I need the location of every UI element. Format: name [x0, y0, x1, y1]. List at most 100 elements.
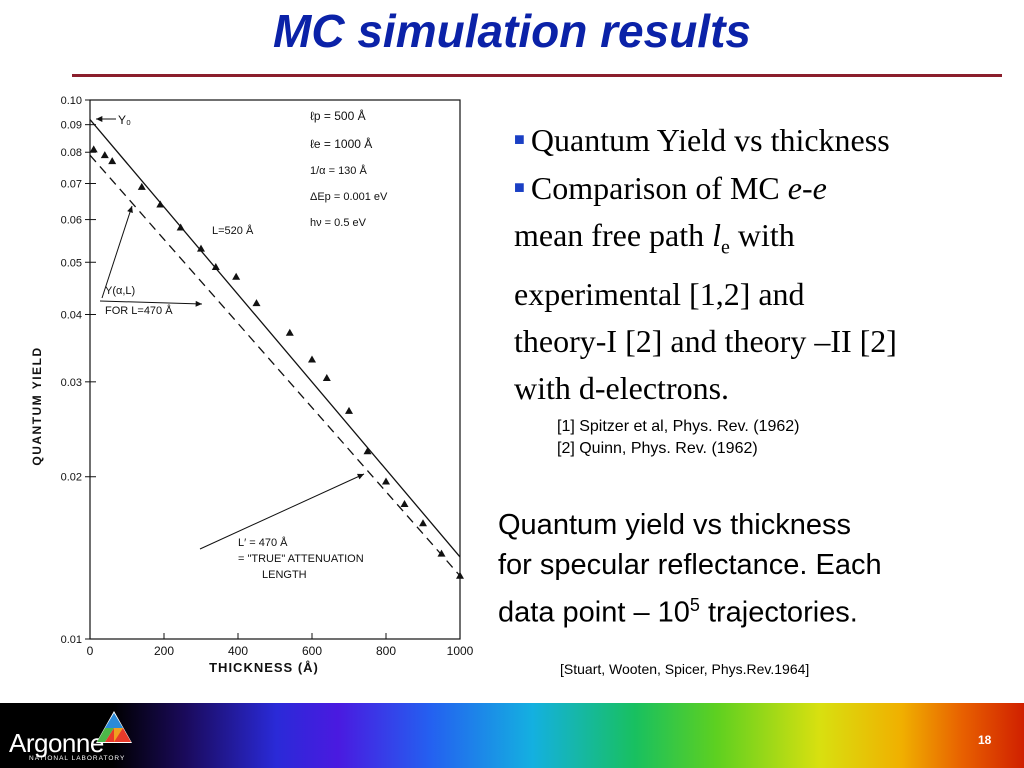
- page-number: 18: [978, 733, 992, 747]
- quantum-yield-chart: 0.10 0.09 0.08 0.07 0.06 0.05 0.04 0.03 0.02 0.01…: [30, 95, 474, 675]
- square-bullet-icon: ■: [514, 129, 525, 149]
- x-tick-label: 600: [302, 644, 322, 658]
- bullet-text-1: Quantum Yield vs thickness: [530, 122, 890, 158]
- figure-citation: [Stuart, Wooten, Spicer, Phys.Rev.1964]: [560, 661, 810, 677]
- bullet-line-3: experimental [1,2] and: [514, 276, 805, 313]
- param-alpha: 1/α = 130 Å: [310, 164, 367, 177]
- footer-bar: Argonne NATIONAL LABORATORY 18: [0, 703, 1024, 768]
- data-point: [89, 145, 98, 153]
- label-y0: Y₀: [118, 113, 131, 127]
- y-tick-label: 0.01: [61, 634, 82, 646]
- title-divider: [72, 74, 1002, 77]
- symbol-l: l: [712, 217, 721, 253]
- annotation-arrows: [96, 116, 365, 550]
- x-tick-label: 200: [154, 644, 174, 658]
- y-axis-label: QUANTUM YIELD: [30, 346, 44, 465]
- param-lp: ℓp = 500 Å: [310, 108, 366, 123]
- data-point: [400, 500, 409, 508]
- y0-arrow-head: [96, 116, 103, 122]
- x-tick-label: 0: [87, 644, 94, 658]
- y-tick-label: 0.06: [61, 215, 82, 227]
- data-point: [197, 244, 205, 252]
- caption-line-1: Quantum yield vs thickness: [498, 509, 851, 541]
- caption-line-3-suffix: trajectories.: [699, 596, 858, 629]
- y-alpha-arrow: [101, 205, 133, 299]
- symbol-l-sub: e: [721, 236, 730, 259]
- x-tick-label: 800: [376, 644, 396, 658]
- x-tick-label: 400: [228, 644, 248, 658]
- data-point: [137, 182, 146, 190]
- argonne-logo-text: Argonne: [9, 728, 104, 758]
- bullet-text-with: with: [729, 217, 795, 253]
- reference-2: [2] Quinn, Phys. Rev. (1962): [557, 440, 758, 457]
- data-point: [252, 299, 261, 307]
- label-lprime: L′ = 470 Å: [238, 536, 288, 549]
- slide-title: MC simulation results: [273, 5, 751, 57]
- y-alpha-arrow-head: [127, 206, 133, 213]
- label-y-alpha-L: Y(α,L): [105, 285, 135, 297]
- reference-1: [1] Spitzer et al, Phys. Rev. (1962): [557, 418, 800, 435]
- y-tick-label: 0.09: [61, 120, 82, 132]
- data-point: [108, 157, 117, 165]
- for-L-arrow: [99, 300, 203, 305]
- y-tick-label: 0.02: [61, 472, 82, 484]
- for-L-arrow-head: [195, 300, 202, 307]
- chart-frame: [89, 99, 461, 640]
- data-points: [89, 145, 464, 579]
- y-tick-label: 0.08: [61, 147, 82, 159]
- bullet-text-2a: Comparison of MC: [530, 170, 788, 206]
- data-point: [285, 328, 294, 336]
- square-bullet-icon: ■: [514, 177, 525, 197]
- caption-line-2: for specular reflectance. Each: [498, 549, 882, 581]
- data-point: [211, 262, 220, 270]
- label-length: LENGTH: [262, 569, 307, 581]
- data-point: [156, 200, 165, 208]
- label-true-attenuation: = "TRUE" ATTENUATION: [238, 553, 364, 565]
- data-point: [437, 549, 446, 557]
- bullet-line-2: mean free path le with: [514, 212, 1004, 271]
- plot-frame: [89, 99, 461, 640]
- lprime-arrow: [199, 473, 365, 550]
- bullet-item-2: ■ Comparison of MC e-e: [514, 164, 1004, 212]
- bullet-text-2b: mean free path: [514, 217, 713, 253]
- fit-lines: [89, 119, 461, 577]
- x-axis-label: THICKNESS (Å): [209, 660, 319, 675]
- x-tick-label: 1000: [447, 644, 474, 658]
- figure-caption: Quantum yield vs thickness for specular …: [498, 505, 998, 633]
- caption-exponent: 5: [689, 595, 700, 615]
- argonne-logo-icon: [96, 711, 132, 743]
- param-le: ℓe = 1000 Å: [310, 136, 372, 151]
- data-point: [308, 355, 316, 363]
- data-point: [382, 477, 390, 485]
- data-point: [322, 373, 331, 381]
- solid-fit-line: [89, 119, 461, 558]
- bullet-line-5: with d-electrons.: [514, 370, 730, 407]
- bullet-item-1: ■ Quantum Yield vs thickness: [514, 116, 1004, 164]
- dashed-fit-line: [89, 154, 461, 577]
- bullet-line-4: theory-I [2] and theory –II [2]: [514, 323, 897, 360]
- y-ticks: 0.10 0.09 0.08 0.07 0.06 0.05 0.04 0.03 0.02 0.01: [61, 95, 96, 646]
- data-point: [419, 519, 427, 527]
- y-tick-label: 0.03: [61, 377, 82, 389]
- x-ticks: 0 200 400 600 800 1000: [87, 633, 474, 658]
- bullet-list: ■ Quantum Yield vs thickness ■ Comparison …: [514, 116, 1004, 412]
- caption-line-3-text: data point – 10: [498, 596, 690, 629]
- data-point: [345, 406, 353, 414]
- label-for-L: FOR L=470 Å: [105, 304, 173, 317]
- data-point: [456, 571, 464, 579]
- y-tick-label: 0.05: [61, 257, 82, 269]
- caption-line-3: data point – 105 trajectories.: [498, 585, 998, 633]
- param-dEp: ΔEp = 0.001 eV: [310, 191, 388, 203]
- y-tick-label: 0.04: [61, 309, 82, 321]
- bullet-text-ee: e-e: [787, 170, 827, 206]
- param-hv: hν = 0.5 eV: [310, 217, 367, 229]
- data-point: [363, 447, 372, 455]
- references: [1] Spitzer et al, Phys. Rev. (1962) [2]…: [557, 416, 799, 460]
- data-point: [100, 151, 109, 159]
- lprime-arrow-head: [357, 473, 364, 480]
- data-point: [232, 272, 241, 280]
- y-tick-label: 0.10: [61, 95, 82, 107]
- data-point: [176, 223, 185, 231]
- label-L-fit: L=520 Å: [212, 224, 254, 237]
- y-tick-label: 0.07: [61, 178, 82, 190]
